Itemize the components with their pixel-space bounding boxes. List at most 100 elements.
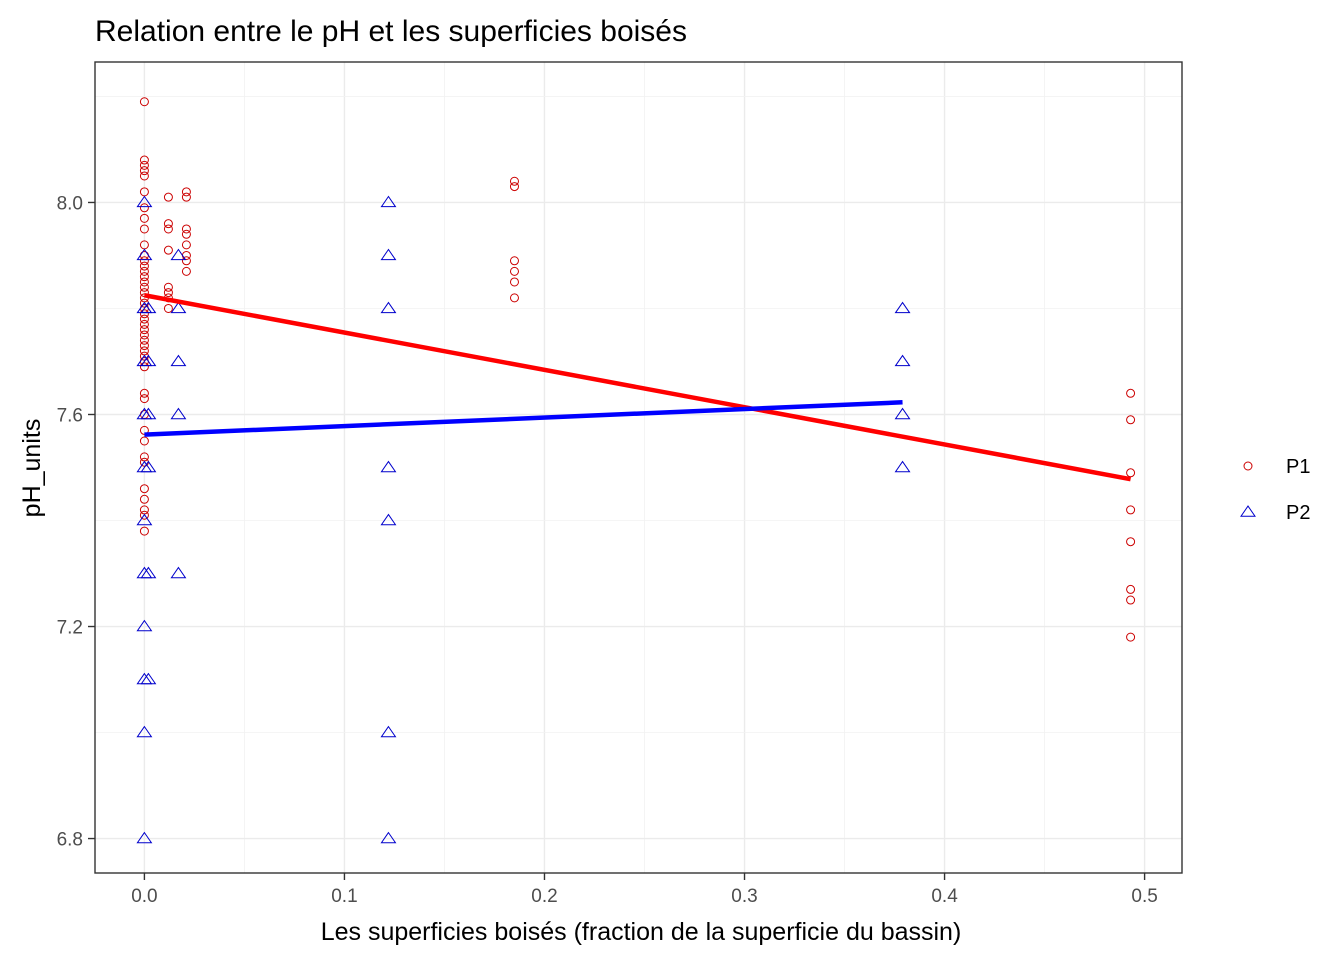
- data-point: [136, 248, 153, 261]
- data-point: [163, 288, 173, 298]
- data-point: [139, 171, 149, 181]
- x-axis-label: Les superficies boisés (fraction de la s…: [321, 918, 962, 946]
- data-point: [140, 301, 157, 314]
- data-point: [139, 266, 149, 276]
- data-point: [139, 261, 149, 271]
- data-point: [139, 526, 149, 536]
- data-point: [139, 388, 149, 398]
- legend: P1 P2: [1240, 456, 1310, 524]
- data-point: [509, 266, 519, 276]
- data-point: [380, 725, 397, 738]
- data-point: [136, 831, 153, 844]
- data-point: [140, 672, 157, 685]
- data-point: [139, 256, 149, 266]
- data-point: [181, 224, 191, 234]
- data-point: [139, 213, 149, 223]
- data-point: [139, 166, 149, 176]
- chart-title: Relation entre le pH et les superficies …: [95, 15, 687, 48]
- data-point: [1126, 584, 1136, 594]
- data-point: [509, 176, 519, 186]
- x-tick-label: 0.3: [731, 886, 757, 907]
- legend-key-P1: [1243, 461, 1253, 471]
- data-point: [509, 182, 519, 192]
- data-point: [139, 330, 149, 340]
- data-point: [139, 309, 149, 319]
- data-point: [163, 303, 173, 313]
- fit-line-P2: [144, 400, 903, 437]
- data-point: [181, 266, 191, 276]
- legend-key-P2: [1240, 505, 1256, 517]
- data-point: [139, 155, 149, 165]
- data-point: [894, 301, 911, 314]
- data-point: [139, 484, 149, 494]
- y-tick-label: 7.2: [57, 618, 83, 639]
- data-point: [139, 319, 149, 329]
- data-point: [509, 256, 519, 266]
- data-point: [139, 335, 149, 345]
- series-P2: [136, 195, 911, 844]
- data-point: [139, 362, 149, 372]
- data-point: [139, 325, 149, 335]
- data-point: [139, 314, 149, 324]
- data-point: [380, 831, 397, 844]
- data-point: [170, 248, 187, 261]
- data-point: [1126, 388, 1136, 398]
- data-point: [181, 229, 191, 239]
- data-point: [163, 245, 173, 255]
- data-point: [894, 354, 911, 367]
- data-point: [380, 195, 397, 208]
- data-point: [136, 725, 153, 738]
- data-point: [181, 187, 191, 197]
- data-point: [139, 282, 149, 292]
- data-point: [181, 256, 191, 266]
- plot-panel-border: [94, 61, 1183, 874]
- data-point: [170, 301, 187, 314]
- series-P1: [139, 97, 1136, 642]
- data-point: [136, 513, 153, 526]
- x-tick-label: 0.5: [1131, 886, 1157, 907]
- data-point: [139, 494, 149, 504]
- data-point: [163, 219, 173, 229]
- x-tick-label: 0.4: [931, 886, 958, 907]
- y-axis-label: pH_units: [18, 419, 46, 518]
- data-point: [181, 192, 191, 202]
- x-tick-label: 0.2: [531, 886, 557, 907]
- data-point: [170, 354, 187, 367]
- y-tick-label: 7.6: [57, 405, 83, 426]
- data-point: [136, 619, 153, 632]
- data-point: [139, 160, 149, 170]
- data-point: [139, 224, 149, 234]
- legend-label-P2: P2: [1286, 502, 1310, 524]
- data-point: [170, 407, 187, 420]
- data-point: [1126, 632, 1136, 642]
- y-tick-label: 8.0: [57, 193, 83, 214]
- data-point: [139, 341, 149, 351]
- data-point: [139, 436, 149, 446]
- data-point: [380, 460, 397, 473]
- data-point: [139, 272, 149, 282]
- y-tick-label: 6.8: [57, 830, 83, 851]
- data-point: [1126, 505, 1136, 515]
- data-point: [181, 240, 191, 250]
- data-point: [380, 301, 397, 314]
- fit-line-P1: [143, 293, 1132, 482]
- data-point: [163, 192, 173, 202]
- data-point: [139, 277, 149, 287]
- data-point: [894, 407, 911, 420]
- data-point: [139, 203, 149, 213]
- data-point: [139, 510, 149, 520]
- legend-label-P1: P1: [1286, 456, 1310, 478]
- data-point: [163, 282, 173, 292]
- data-point: [894, 460, 911, 473]
- data-point: [139, 394, 149, 404]
- data-point: [380, 513, 397, 526]
- data-point: [163, 224, 173, 234]
- data-point: [140, 566, 157, 579]
- data-point: [140, 460, 157, 473]
- data-point: [140, 354, 157, 367]
- data-point: [1126, 468, 1136, 478]
- axes: 0.0 0.1 0.2 0.3 0.4 0.5 6.8 7.2 7.6 8.0: [57, 193, 1158, 907]
- grid: [95, 62, 1182, 873]
- x-tick-label: 0.0: [131, 886, 157, 907]
